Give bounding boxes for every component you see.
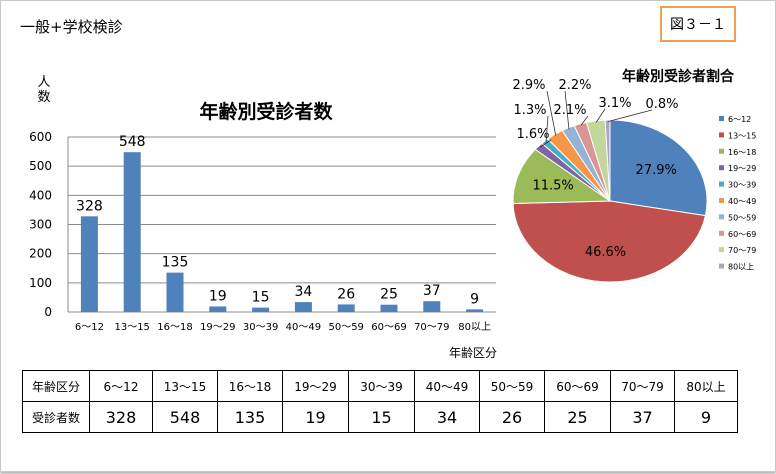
table-value-cell: 37 bbox=[610, 401, 675, 433]
table-header-cell: 13～15 bbox=[152, 370, 218, 402]
table-value-cell: 34 bbox=[414, 401, 480, 433]
data-table: 年齢区分 6～12 13～15 16～18 19～29 30～39 40～49 50～59 6… bbox=[22, 370, 738, 433]
table-value-cell: 135 bbox=[217, 401, 283, 433]
table-value-cell: 19 bbox=[282, 401, 349, 433]
table-header-cell: 6～12 bbox=[89, 370, 153, 402]
table-header-cell: 70～79 bbox=[610, 370, 675, 402]
table-header-cell: 16～18 bbox=[217, 370, 283, 402]
table-value-cell: 328 bbox=[89, 401, 153, 433]
table-header-label: 年齢区分 bbox=[22, 370, 90, 402]
table-header-cell: 19～29 bbox=[282, 370, 349, 402]
figure-label: 図３－１ bbox=[660, 6, 736, 42]
table-header-cell: 50～59 bbox=[479, 370, 545, 402]
table-value-row: 受診者数 328 548 135 19 15 34 26 25 37 9 bbox=[22, 401, 738, 433]
table-value-cell: 25 bbox=[544, 401, 611, 433]
table-header-cell: 40～49 bbox=[414, 370, 480, 402]
table-header-cell: 60～69 bbox=[544, 370, 611, 402]
table-value-cell: 26 bbox=[479, 401, 545, 433]
table-header-cell: 30～39 bbox=[348, 370, 415, 402]
table-value-cell: 15 bbox=[348, 401, 415, 433]
table-header-cell: 80以上 bbox=[674, 370, 738, 402]
table-row-label: 受診者数 bbox=[22, 401, 90, 433]
document-title: 一般+学校検診 bbox=[20, 18, 123, 36]
table-value-cell: 548 bbox=[152, 401, 218, 433]
table-header-row: 年齢区分 6～12 13～15 16～18 19～29 30～39 40～49 50～59 6… bbox=[22, 370, 738, 402]
table-value-cell: 9 bbox=[674, 401, 738, 433]
